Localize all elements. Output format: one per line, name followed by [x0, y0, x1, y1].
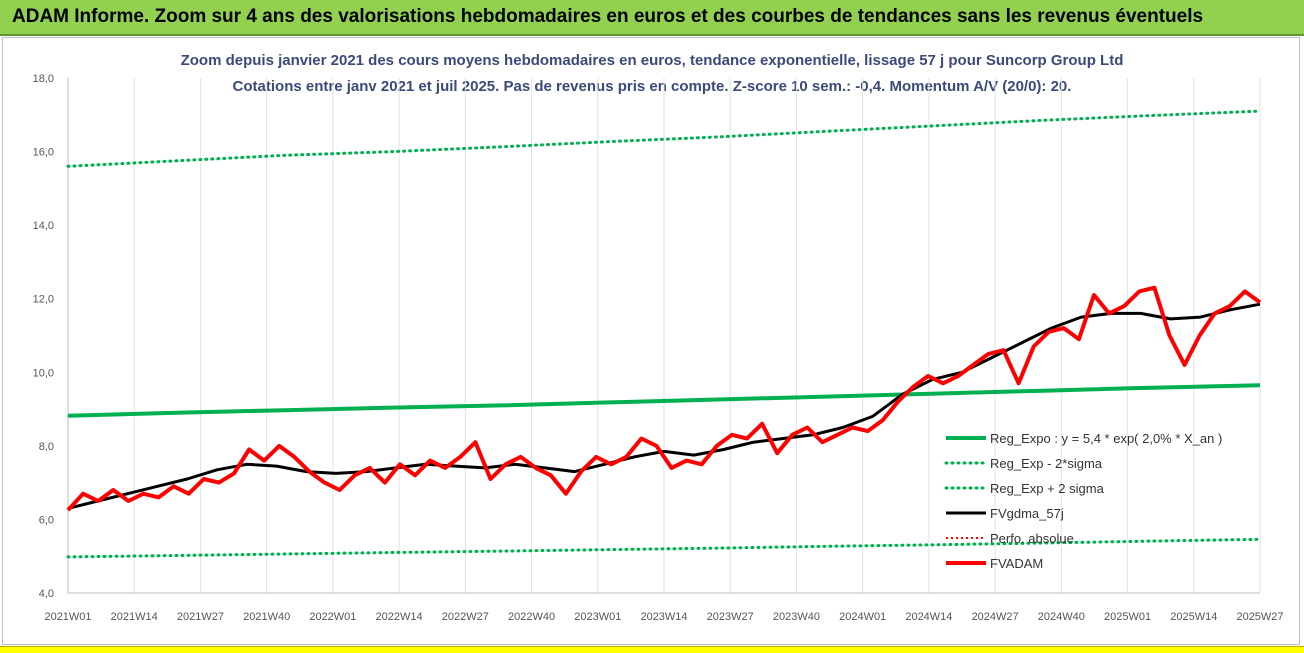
chart-subtitle: Cotations entre janv 2021 et juil 2025. … [232, 78, 1072, 95]
legend-label-reg-plus-2sigma: Reg_Exp + 2 sigma [990, 481, 1105, 496]
y-tick-label: 14,0 [33, 220, 54, 232]
series-line-reg-minus-2sigma [66, 537, 1262, 559]
series-line-fvadam [66, 285, 1262, 512]
series-line-reg-plus-2sigma [66, 109, 1262, 168]
x-tick-label: 2025W01 [1104, 611, 1151, 623]
chart-frame [2, 37, 1300, 645]
y-tick-label: 6,0 [39, 514, 54, 526]
series-line-reg-expo [67, 383, 1261, 418]
y-tick-label: 4,0 [39, 588, 54, 600]
x-tick-label: 2024W27 [972, 611, 1019, 623]
x-tick-label: 2024W01 [839, 611, 886, 623]
legend-label-reg-minus-2sigma: Reg_Exp - 2*sigma [990, 456, 1103, 471]
x-tick-label: 2024W40 [1038, 611, 1085, 623]
x-tick-label: 2021W27 [177, 611, 224, 623]
bottom-strip [0, 646, 1304, 653]
y-tick-label: 16,0 [33, 147, 54, 159]
x-tick-label: 2021W40 [243, 611, 290, 623]
y-tick-label: 18,0 [33, 73, 54, 85]
legend-label-fvadam: FVADAM [990, 556, 1043, 571]
x-tick-label: 2022W40 [508, 611, 555, 623]
x-tick-label: 2023W01 [574, 611, 621, 623]
legend-label-fvgdma-57j: FVgdma_57j [990, 506, 1064, 521]
y-tick-label: 12,0 [33, 294, 54, 306]
legend-label-perfo-absolue: Perfo. absolue [990, 531, 1074, 546]
report-banner-title: ADAM Informe. Zoom sur 4 ans des valoris… [12, 6, 1204, 27]
x-tick-label: 2021W14 [111, 611, 158, 623]
x-tick-label: 2022W14 [376, 611, 423, 623]
x-tick-label: 2022W27 [442, 611, 489, 623]
legend-label-reg-expo: Reg_Expo : y = 5,4 * exp( 2,0% * X_an ) [990, 431, 1222, 446]
y-tick-label: 10,0 [33, 367, 54, 379]
x-tick-label: 2023W14 [640, 611, 687, 623]
y-tick-label: 8,0 [39, 441, 54, 453]
series-line-fvgdma-57j [67, 302, 1261, 510]
report-banner: ADAM Informe. Zoom sur 4 ans des valoris… [0, 0, 1304, 36]
x-tick-label: 2023W27 [707, 611, 754, 623]
x-tick-label: 2024W14 [905, 611, 952, 623]
chart-title: Zoom depuis janvier 2021 des cours moyen… [180, 52, 1124, 69]
x-tick-label: 2025W27 [1236, 611, 1283, 623]
x-tick-label: 2021W01 [44, 611, 91, 623]
x-tick-label: 2023W40 [773, 611, 820, 623]
x-tick-label: 2022W01 [309, 611, 356, 623]
x-tick-label: 2025W14 [1170, 611, 1217, 623]
